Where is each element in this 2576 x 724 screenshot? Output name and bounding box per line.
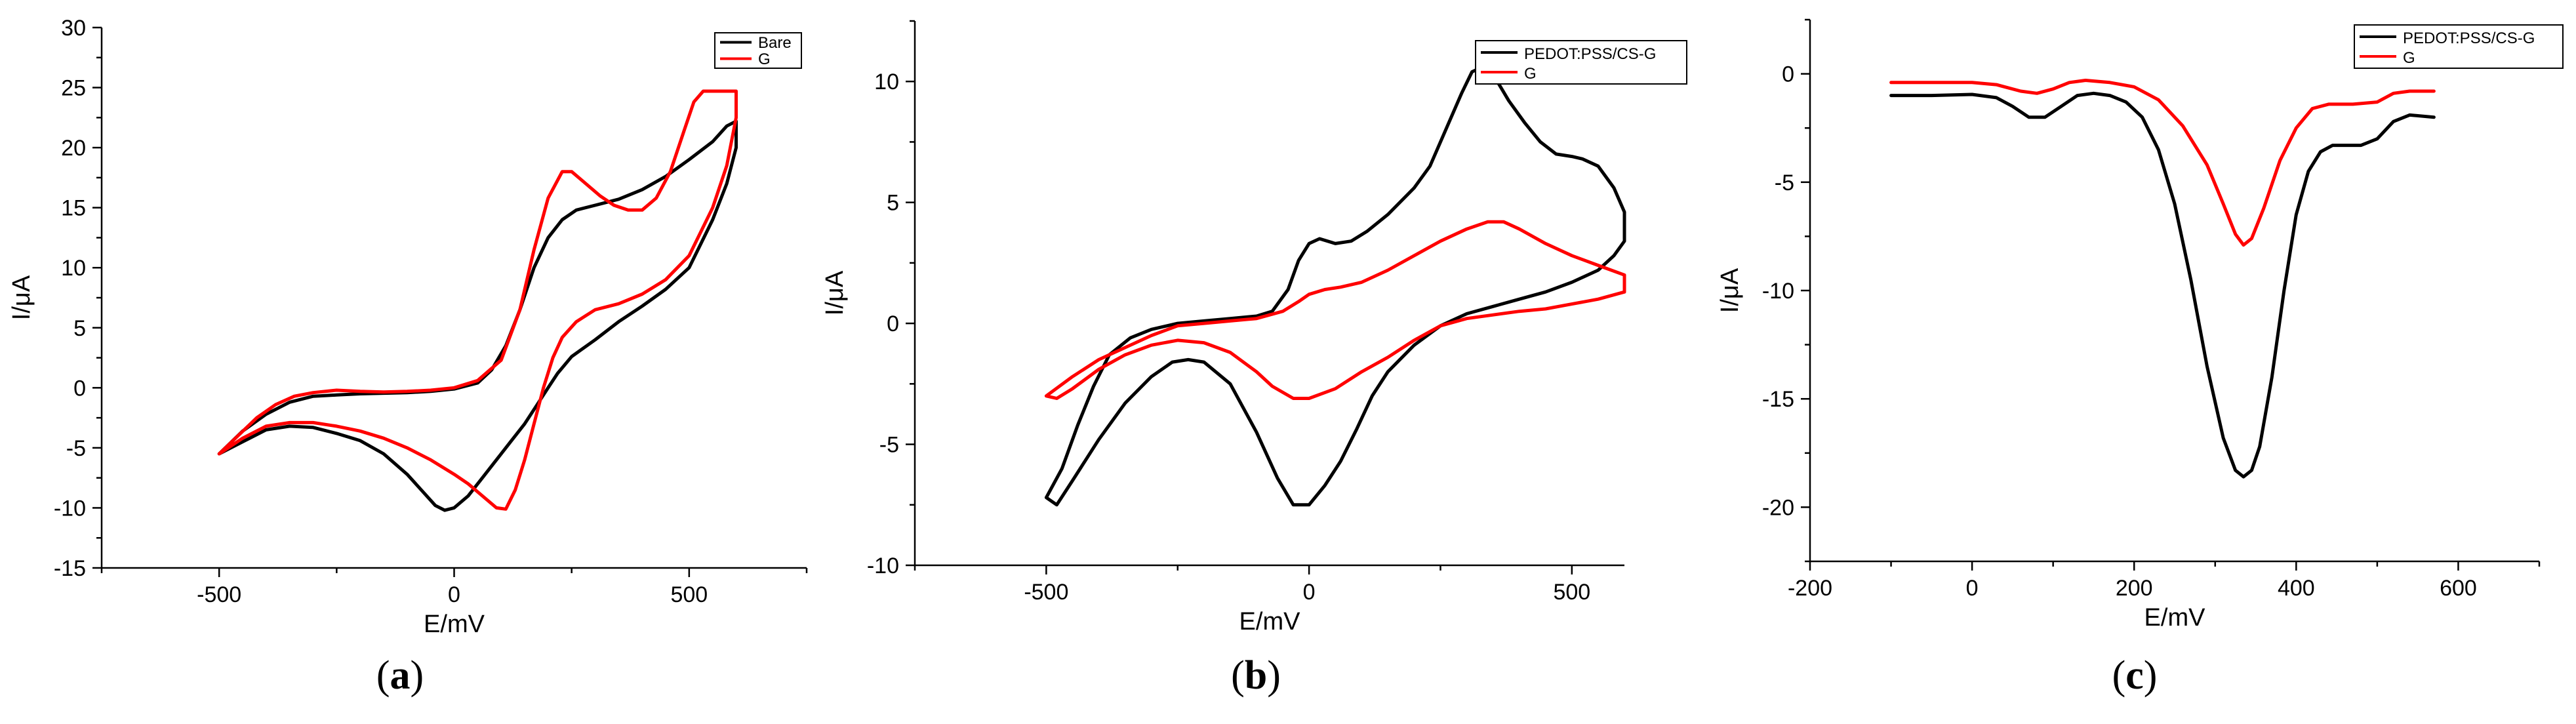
legend: PEDOT:PSS/CS-G G bbox=[1475, 40, 1687, 85]
legend-box bbox=[2354, 24, 2564, 69]
legend-entry-label: Bare bbox=[758, 34, 792, 52]
legend-box bbox=[1475, 40, 1687, 85]
y-axis-label: I/μA bbox=[1716, 268, 1744, 313]
x-tick-label: 200 bbox=[2116, 576, 2153, 601]
legend-entry-label: PEDOT:PSS/CS-G bbox=[1524, 45, 1656, 63]
y-tick-label: -10 bbox=[867, 553, 899, 578]
y-tick-label: 10 bbox=[874, 70, 899, 94]
y-tick-label: -15 bbox=[54, 556, 86, 581]
y-tick-label: -10 bbox=[54, 496, 86, 521]
y-tick-label: 30 bbox=[61, 16, 86, 41]
y-tick-label: -20 bbox=[1762, 495, 1794, 520]
panel-caption: (a) bbox=[376, 653, 424, 698]
y-tick-label: -15 bbox=[1762, 387, 1794, 412]
y-axis-label: I/μA bbox=[8, 275, 35, 320]
axis-lines bbox=[914, 21, 1624, 567]
legend-entry-label: PEDOT:PSS/CS-G bbox=[2403, 30, 2535, 47]
series-line-first bbox=[1044, 65, 1626, 507]
x-tick-label: 0 bbox=[1966, 576, 1979, 601]
legend-entry-label: G bbox=[758, 50, 771, 68]
y-tick-label: 10 bbox=[61, 256, 86, 281]
x-tick-label: 0 bbox=[1303, 580, 1316, 605]
y-tick-label: 15 bbox=[61, 196, 86, 221]
y-tick-label: 20 bbox=[61, 136, 86, 161]
y-tick-label: 5 bbox=[887, 191, 899, 216]
chart-panel-a: -500 0 500 -15 -10 -5 0 5 10 15 20 25 30 E/mV I/μA Bare… bbox=[8, 16, 808, 698]
x-tick-label: 500 bbox=[1553, 580, 1590, 605]
panel-caption: (b) bbox=[1231, 653, 1281, 698]
panel-letter: c bbox=[2125, 653, 2144, 698]
y-tick-label: 0 bbox=[73, 376, 86, 401]
y-tick-label: -5 bbox=[1775, 171, 1794, 195]
x-axis-label: E/mV bbox=[2144, 604, 2206, 632]
y-tick-label: 0 bbox=[887, 312, 899, 336]
y-tick-label: -10 bbox=[1762, 279, 1794, 304]
axis-lines bbox=[100, 28, 807, 569]
y-tick-label: -5 bbox=[66, 436, 86, 461]
series-line-second bbox=[1044, 220, 1626, 400]
chart-panel-c: -200 0 200 400 600 -20 -15 -10 -5 0 E/mV I/μA PEDOT:… bbox=[1716, 18, 2564, 698]
series-line-second bbox=[217, 89, 738, 511]
axis-lines bbox=[1809, 20, 2539, 563]
legend-box bbox=[714, 32, 802, 69]
series-line-first bbox=[1889, 91, 2436, 479]
x-tick-label: -500 bbox=[197, 582, 241, 607]
series-line-second bbox=[1889, 79, 2436, 247]
panel-letter: a bbox=[390, 653, 411, 698]
legend-entry-label: G bbox=[1524, 65, 1537, 83]
x-tick-label: -500 bbox=[1024, 580, 1068, 605]
chart-panel-b: -500 0 500 -10 -5 0 5 10 E/mV I/μA PEDOT:PSS/CS-G G… bbox=[821, 20, 1687, 698]
legend-entry-label: G bbox=[2403, 49, 2415, 67]
panel-letter: b bbox=[1245, 653, 1267, 698]
x-tick-label: 400 bbox=[2278, 576, 2315, 601]
x-tick-label: 500 bbox=[670, 582, 708, 607]
series-line-first bbox=[217, 119, 738, 512]
panel-caption: (c) bbox=[2112, 653, 2158, 698]
x-axis-label: E/mV bbox=[1239, 608, 1301, 635]
y-tick-label: 5 bbox=[73, 316, 86, 341]
y-tick-label: 25 bbox=[61, 76, 86, 101]
y-axis-label: I/μA bbox=[821, 270, 849, 315]
x-axis-label: E/mV bbox=[424, 611, 485, 638]
legend: PEDOT:PSS/CS-G G bbox=[2354, 24, 2564, 69]
x-tick-label: 600 bbox=[2440, 576, 2477, 601]
x-tick-label: -200 bbox=[1788, 576, 1832, 601]
y-tick-label: 0 bbox=[1782, 62, 1794, 87]
y-tick-label: -5 bbox=[879, 433, 899, 458]
x-tick-label: 0 bbox=[448, 582, 460, 607]
